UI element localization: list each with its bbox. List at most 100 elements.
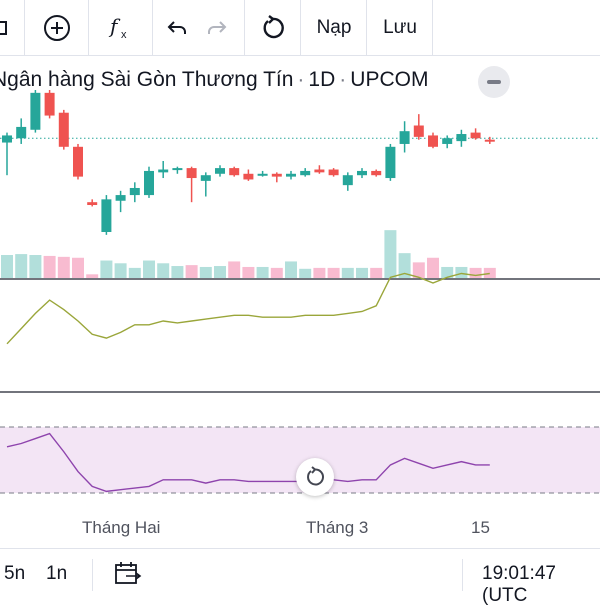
candle-body	[357, 170, 367, 176]
range-5-button[interactable]: 5n	[4, 563, 26, 584]
candle-body	[314, 169, 325, 173]
volume-bar	[455, 266, 468, 278]
volume-bar	[57, 256, 70, 278]
candle-body	[413, 125, 424, 137]
candle-body	[2, 135, 12, 143]
candle-body	[101, 199, 112, 232]
candle-body	[428, 135, 438, 147]
candle-body	[371, 170, 382, 176]
volume-bar	[86, 274, 99, 278]
bottom-toolbar: 5n 1n 19:01:47 (UTC	[0, 548, 600, 606]
load-button[interactable]: Nạp	[316, 16, 352, 38]
svg-text:x: x	[121, 29, 127, 41]
candle-body	[200, 175, 211, 181]
toolbar-divider	[152, 0, 153, 55]
symbol-title[interactable]: Ngân hàng Sài Gòn Thương Tín · 1D · UPCOM	[0, 68, 428, 92]
candle-body	[399, 131, 410, 144]
candle-body	[158, 169, 169, 173]
candle-body	[172, 168, 183, 171]
candle-body	[30, 92, 41, 130]
candle-body	[271, 173, 282, 177]
volume-bar	[199, 266, 212, 278]
candle-body	[87, 202, 98, 206]
volume-bar	[370, 267, 383, 278]
candle-body	[186, 168, 197, 179]
indicator-line	[6, 272, 490, 345]
redo-icon[interactable]	[196, 0, 238, 55]
volume-bar	[185, 265, 198, 278]
volume-bar	[427, 257, 439, 278]
toolbar-divider	[244, 0, 245, 55]
volume-bar	[412, 262, 425, 278]
toolbar-divider	[24, 0, 25, 55]
candle-body	[129, 187, 140, 196]
x-axis-label-feb: Tháng Hai	[82, 518, 161, 537]
indicator-panel-icon[interactable]	[0, 0, 12, 55]
clock-time[interactable]: 19:01:47 (UTC	[482, 563, 556, 606]
indicator-pane	[6, 272, 490, 345]
candle-body	[44, 92, 55, 116]
reset-icon	[307, 466, 324, 486]
volume-bar	[384, 230, 397, 278]
candle-body	[328, 169, 339, 176]
candle-body	[229, 168, 240, 176]
range-1-button[interactable]: 1n	[46, 563, 68, 584]
volume-bar	[228, 261, 241, 278]
chart-area[interactable]	[0, 56, 600, 518]
date-range-icon[interactable]	[114, 561, 142, 593]
volume-bar	[256, 266, 269, 278]
title-separator: ·	[297, 68, 305, 91]
bottom-divider	[462, 559, 463, 591]
bottom-divider	[92, 559, 93, 591]
symbol-exchange: UPCOM	[350, 68, 429, 91]
rsi-line	[6, 432, 490, 493]
volume-bar	[128, 267, 141, 278]
volume-bar	[157, 263, 170, 278]
candle-body	[470, 132, 481, 139]
title-separator: ·	[339, 68, 347, 91]
toolbar-divider	[300, 0, 301, 55]
volume-bar	[171, 266, 184, 278]
candle-body	[342, 175, 353, 186]
volume-bar	[483, 267, 496, 278]
candle-body	[442, 138, 453, 144]
candle-body	[456, 134, 467, 142]
volume-bar	[214, 266, 226, 278]
volume-bar	[341, 267, 354, 278]
candle-body	[215, 168, 225, 174]
volume-bar	[356, 267, 368, 278]
toolbar-divider	[88, 0, 89, 55]
volume-bar	[285, 261, 297, 278]
x-axis-label-15: 15	[471, 518, 490, 537]
minus-icon	[487, 80, 501, 84]
toolbar-divider	[432, 0, 433, 55]
volume-bar	[143, 260, 155, 278]
candle-body	[286, 173, 296, 177]
candle-body	[257, 173, 268, 176]
candle-body	[144, 170, 154, 196]
add-icon[interactable]	[26, 0, 88, 55]
x-axis-label-mar: Tháng 3	[306, 518, 369, 537]
volume-bar	[114, 263, 127, 278]
candle-body	[73, 146, 83, 177]
candle-body	[385, 146, 396, 179]
undo-icon[interactable]	[156, 0, 198, 55]
volume-bar	[441, 266, 454, 278]
volume-bar	[313, 267, 326, 278]
volume-bar	[43, 255, 56, 278]
volume-bar	[327, 267, 340, 278]
volume-bar	[469, 267, 482, 278]
toolbar-divider	[366, 0, 367, 55]
volume-bar	[242, 266, 255, 278]
price-pane	[0, 90, 600, 278]
refresh-icon[interactable]	[246, 0, 300, 55]
reset-chart-button[interactable]	[296, 458, 334, 496]
save-button[interactable]: Lưu	[383, 16, 417, 38]
svg-text:f: f	[108, 14, 121, 38]
volume-bar	[100, 260, 113, 278]
candle-body	[58, 112, 69, 147]
collapse-legend-button[interactable]	[478, 66, 510, 98]
volume-bar	[270, 267, 283, 278]
